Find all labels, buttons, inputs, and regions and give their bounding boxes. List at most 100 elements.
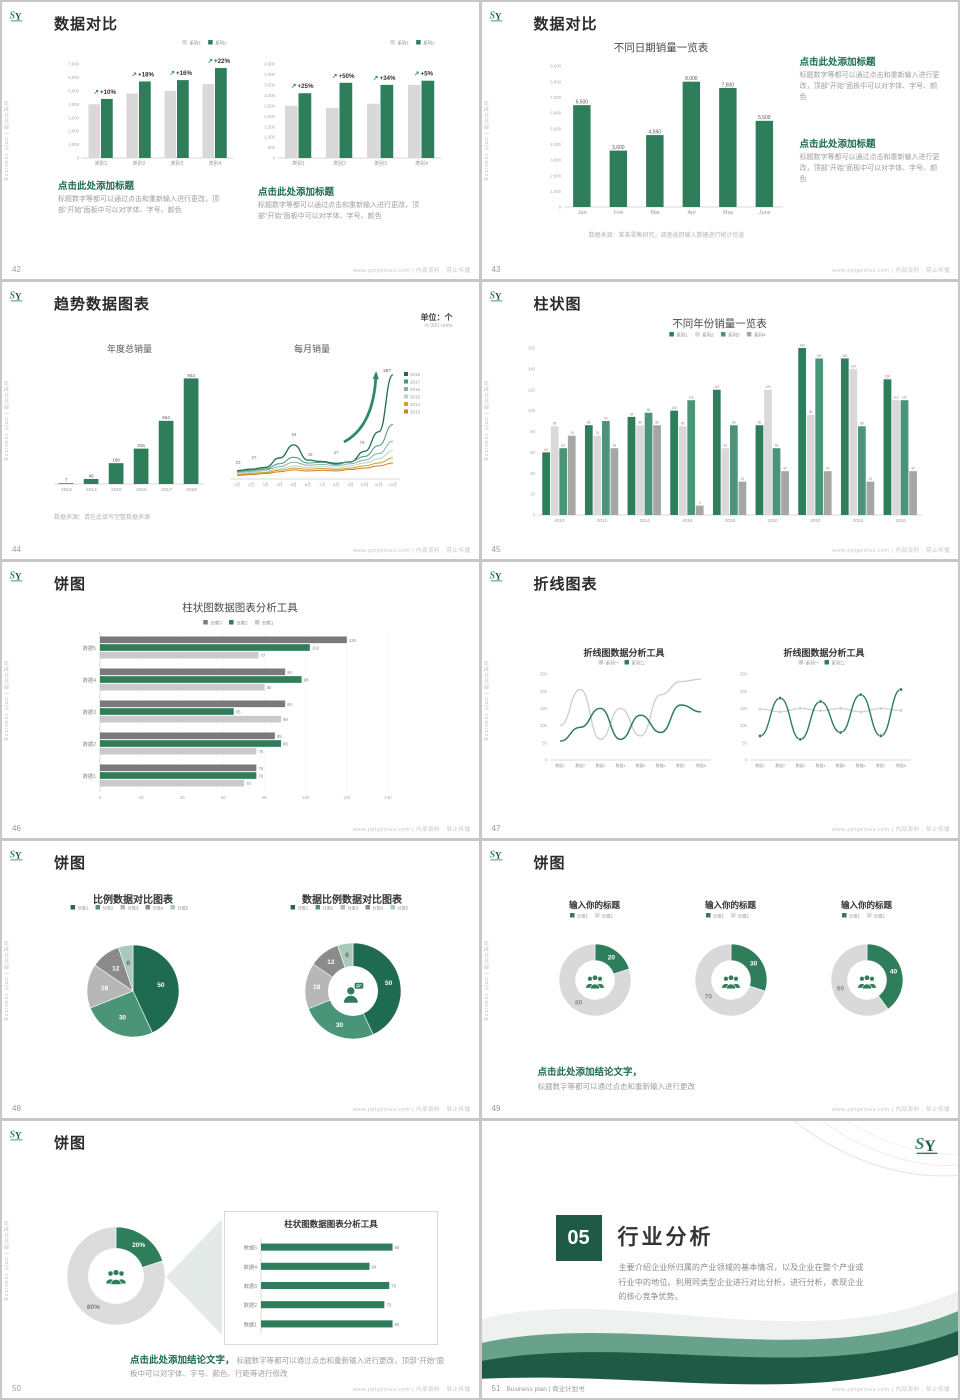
svg-text:0: 0	[532, 512, 535, 517]
svg-text:7: 7	[65, 477, 68, 482]
conclusion-body: 标题数字等都可以通过点击和重新输入进行更改	[537, 1081, 696, 1091]
sidebar-vertical-text: Business plan | 商业计划书	[483, 99, 490, 181]
caption-heading: 点击此处添加标题	[799, 57, 876, 68]
svg-text:66: 66	[372, 1264, 377, 1269]
svg-text:数据7: 数据7	[875, 763, 885, 768]
svg-text:2016: 2016	[682, 518, 693, 523]
svg-text:S: S	[489, 290, 495, 301]
svg-text:数据1: 数据1	[83, 772, 96, 780]
slide-title: 饼图	[533, 855, 566, 873]
svg-text:943: 943	[187, 373, 195, 378]
svg-text:120: 120	[343, 795, 351, 800]
svg-text:9: 9	[698, 501, 700, 505]
watermark: www.pptgenius.com | 内部资料 · 禁止传播	[832, 1386, 950, 1393]
svg-text:102: 102	[312, 645, 320, 650]
page-number: 48	[12, 1104, 21, 1114]
annual-bar-chart: 2013 2014 2015 2016 2017 2018 7 45 186 316 564 943	[48, 356, 206, 496]
svg-text:76: 76	[569, 431, 573, 435]
svg-text:23: 23	[235, 460, 241, 465]
svg-text:分类2: 分类2	[236, 620, 248, 627]
svg-text:2016: 2016	[410, 387, 421, 392]
svg-text:数据1: 数据1	[244, 1321, 257, 1329]
svg-text:分类3: 分类3	[348, 905, 359, 912]
svg-text:Y: Y	[15, 291, 22, 301]
svg-text:类别4: 类别4	[209, 160, 222, 167]
chart-title: 柱状图数据图表分析工具	[182, 601, 298, 614]
svg-text:80: 80	[574, 1000, 582, 1007]
svg-text:42: 42	[825, 466, 829, 470]
svg-text:5,000: 5,000	[68, 88, 79, 93]
svg-text:↗: ↗	[208, 58, 214, 65]
svg-text:60: 60	[530, 450, 535, 455]
line-chart-left: 系列一 系列二 0 50 100 150 200 250 数据1 数据2 数据3 数据4 数据5 数据6 数…	[532, 659, 717, 772]
svg-text:120: 120	[714, 385, 720, 389]
svg-text:S: S	[10, 850, 16, 861]
svg-text:100: 100	[539, 723, 547, 728]
svg-text:86: 86	[732, 420, 736, 424]
svg-text:S: S	[489, 570, 495, 581]
svg-text:85: 85	[277, 733, 282, 738]
svg-text:86: 86	[638, 420, 642, 424]
svg-text:50: 50	[385, 981, 393, 988]
watermark: www.pptgenius.com | 内部资料 · 禁止传播	[832, 1107, 950, 1114]
svg-text:8,000: 8,000	[550, 79, 561, 84]
svg-text:数据4: 数据4	[815, 763, 825, 768]
line-chart-title-right: 折线图数据分析工具	[783, 647, 865, 658]
svg-text:S: S	[10, 570, 16, 581]
svg-text:7,000: 7,000	[550, 95, 561, 100]
svg-text:类别2: 类别2	[333, 160, 346, 167]
svg-text:2,500: 2,500	[264, 103, 275, 108]
watermark: www.pptgenius.com | 内部资料 · 禁止传播	[832, 267, 950, 274]
svg-text:2018: 2018	[724, 518, 735, 523]
svg-text:32: 32	[868, 477, 872, 481]
svg-text:140: 140	[384, 795, 392, 800]
svg-text:S: S	[489, 11, 495, 22]
slide-title: 折线图表	[533, 575, 598, 593]
svg-text:140: 140	[850, 364, 856, 368]
svg-text:140: 140	[527, 366, 535, 371]
svg-text:数据8: 数据8	[896, 763, 906, 768]
watermark: www.pptgenius.com | 内部资料 · 禁止传播	[352, 827, 471, 834]
svg-text:98: 98	[646, 408, 650, 412]
svg-text:2014: 2014	[410, 402, 421, 407]
svg-text:系列二: 系列二	[631, 660, 645, 667]
svg-text:数据5: 数据5	[83, 644, 96, 652]
svg-text:2018: 2018	[186, 487, 197, 493]
svg-text:78: 78	[391, 1284, 396, 1289]
unit-text: 单位：个	[420, 312, 453, 322]
conclusion-heading: 点击此处添加结论文字，	[537, 1067, 643, 1079]
svg-text:类别3: 类别3	[374, 160, 387, 167]
svg-text:7,600: 7,600	[721, 82, 734, 88]
svg-text:类别4: 类别4	[415, 160, 428, 167]
svg-text:70: 70	[246, 781, 251, 786]
svg-text:40: 40	[889, 969, 897, 976]
svg-text:2015: 2015	[111, 487, 122, 493]
svg-text:90: 90	[287, 701, 292, 706]
section-title: 行业分析	[617, 1226, 714, 1250]
caption-body: 标题数字等都可以通过点击和重新输入进行更改，顶部“开始”面板中可以对字体、字号、…	[799, 72, 940, 101]
svg-text:数据4: 数据4	[83, 676, 96, 684]
svg-text:100: 100	[302, 795, 310, 800]
svg-text:0: 0	[77, 156, 80, 161]
svg-text:3,000: 3,000	[68, 115, 79, 120]
svg-text:数据7: 数据7	[675, 763, 685, 768]
slide-title: 饼图	[54, 575, 87, 593]
svg-text:30: 30	[119, 1015, 127, 1022]
funnel-shape	[164, 1213, 222, 1346]
caption-top: 点击此处添加标题 标题数字等都可以通过点击和重新输入进行更改，顶部“开始”面板中…	[800, 54, 942, 104]
svg-text:70: 70	[704, 994, 712, 1001]
page-number: 47	[491, 824, 501, 834]
svg-text:76: 76	[258, 749, 263, 754]
svg-text:20: 20	[139, 795, 144, 800]
svg-text:类别3: 类别3	[171, 160, 184, 167]
donut-title-1: 输入你的标题	[568, 900, 620, 911]
svg-text:分类4: 分类4	[372, 905, 383, 912]
svg-text:80: 80	[530, 429, 535, 434]
svg-text:↗: ↗	[94, 89, 100, 96]
svg-text:分类3: 分类3	[128, 905, 139, 912]
